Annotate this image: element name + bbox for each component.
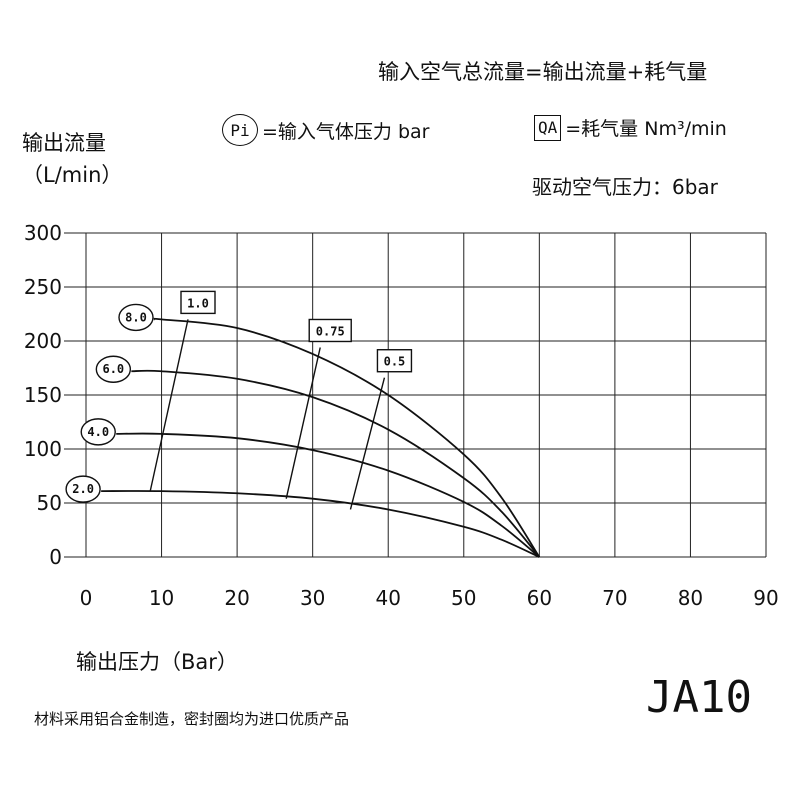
consumption-line-0-75 bbox=[285, 347, 321, 499]
y-axis-label-line1: 输出流量 bbox=[22, 131, 106, 155]
y-tick-label: 150 bbox=[24, 383, 62, 407]
pressure-badge-label: 4.0 bbox=[87, 425, 109, 439]
x-tick-label: 40 bbox=[375, 586, 400, 610]
y-axis-label: 输出流量 （L/min） bbox=[22, 127, 122, 191]
y-tick-label: 250 bbox=[24, 275, 62, 299]
flow-curve-4-0 bbox=[116, 432, 540, 558]
x-tick-label: 20 bbox=[224, 586, 249, 610]
pressure-badge-label: 6.0 bbox=[102, 362, 124, 376]
y-tick-label: 50 bbox=[37, 491, 62, 515]
pi-legend: Pi =输入气体压力 bar bbox=[222, 114, 429, 146]
material-note: 材料采用铝合金制造，密封圈均为进口优质产品 bbox=[34, 710, 350, 728]
x-tick-label: 60 bbox=[527, 586, 552, 610]
consumption-badge-box bbox=[308, 318, 352, 343]
drive-pressure-label: 驱动空气压力：6bar bbox=[532, 175, 718, 199]
grid bbox=[64, 232, 767, 558]
x-tick-label: 80 bbox=[678, 586, 703, 610]
pi-legend-text: =输入气体压力 bar bbox=[262, 120, 430, 143]
y-tick-label: 100 bbox=[24, 437, 62, 461]
flow-curve-6-0 bbox=[131, 369, 541, 558]
formula-title: 输入空气总流量=输出流量+耗气量 bbox=[378, 60, 708, 84]
consumption-badge-label: 0.5 bbox=[384, 355, 406, 369]
qa-legend: QA =耗气量 Nm³/min bbox=[534, 114, 727, 141]
x-tick-label: 10 bbox=[149, 586, 174, 610]
x-axis-label: 输出压力（Bar） bbox=[76, 650, 238, 674]
y-tick-label: 200 bbox=[24, 329, 62, 353]
y-axis-label-line2: （L/min） bbox=[22, 163, 123, 187]
y-tick-label: 300 bbox=[24, 221, 62, 245]
qa-badge: QA bbox=[534, 114, 562, 141]
x-tick-label: 90 bbox=[753, 586, 778, 610]
model-number: JA10 bbox=[646, 672, 752, 723]
pressure-badge-circle bbox=[95, 355, 132, 383]
x-tick-label: 50 bbox=[451, 586, 476, 610]
qa-legend-text: =耗气量 Nm³/min bbox=[565, 118, 727, 140]
x-tick-label: 70 bbox=[602, 586, 627, 610]
tick-labels: 0 10 20 30 40 50 60 70 80 90 0 50 100 150 200 250 300 bbox=[24, 221, 779, 610]
x-tick-label: 0 bbox=[80, 586, 93, 610]
pressure-badge-label: 2.0 bbox=[72, 482, 94, 496]
curve-labels: 8.0 6.0 4.0 2.0 1.0 0.75 0.5 bbox=[65, 290, 413, 503]
pressure-badge-circle bbox=[80, 418, 116, 446]
pi-badge: Pi bbox=[222, 114, 258, 146]
pressure-badge-circle bbox=[65, 475, 101, 503]
consumption-badge-box bbox=[376, 349, 413, 373]
flow-curve-8-0 bbox=[152, 317, 541, 558]
pressure-badge-circle bbox=[118, 303, 154, 332]
consumption-badge-label: 0.75 bbox=[316, 324, 345, 338]
consumption-badge-label: 1.0 bbox=[187, 296, 209, 310]
flow-curve-2-0 bbox=[101, 490, 540, 558]
consumption-lines bbox=[149, 319, 386, 510]
flow-curves bbox=[101, 317, 541, 558]
y-tick-label: 0 bbox=[49, 545, 62, 569]
pressure-badge-label: 8.0 bbox=[125, 310, 147, 324]
consumption-badge-box bbox=[180, 290, 216, 315]
consumption-line-0-5 bbox=[349, 377, 386, 510]
consumption-line-1-0 bbox=[149, 319, 189, 492]
x-tick-label: 30 bbox=[300, 586, 325, 610]
